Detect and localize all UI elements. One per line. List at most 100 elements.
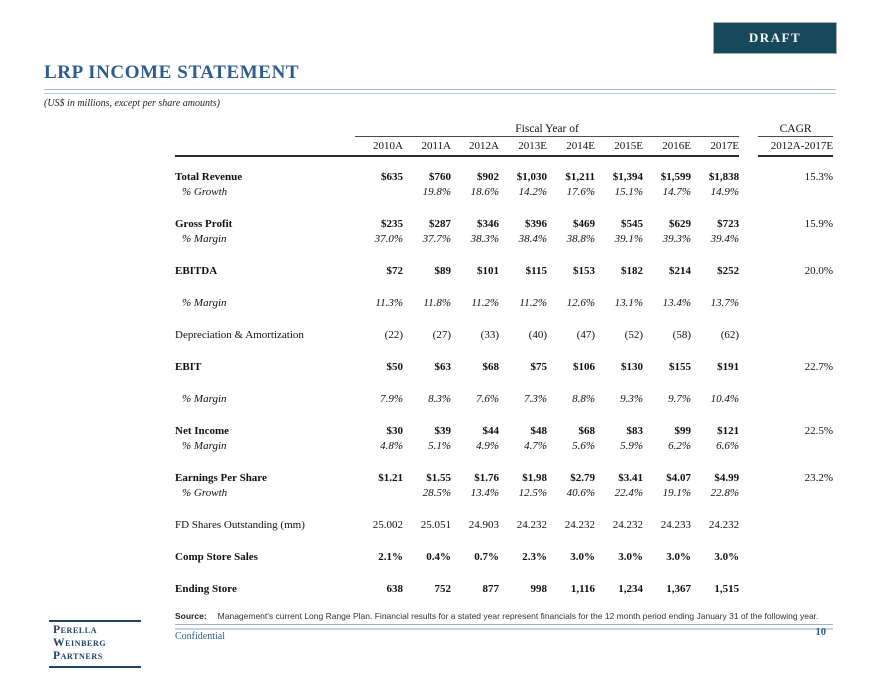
cell-value: $469	[573, 218, 595, 230]
cell-value: 2.1%	[378, 551, 403, 563]
cell-value: $68	[578, 425, 596, 437]
row-label: Ending Store	[175, 583, 237, 595]
cell-value: 38.8%	[566, 233, 595, 245]
cell-value: 37.0%	[374, 233, 403, 245]
row-gap	[739, 247, 758, 279]
cell-value: 24.232	[564, 519, 595, 531]
cell-value: 3.0%	[714, 551, 740, 563]
cell-value: 39.1%	[614, 233, 643, 245]
row-gap	[739, 156, 758, 185]
table-row: % Growth 28.5% 13.4% 12.5% 40.6% 22.4% 19.1% 22…	[175, 486, 833, 501]
year-column-header: 2012A	[451, 136, 499, 157]
cell-value: (47)	[576, 329, 595, 341]
row-label: % Growth	[182, 186, 228, 198]
cagr-value: 22.5%	[804, 425, 834, 437]
cell-value: 25.002	[372, 519, 403, 531]
cell-value: $252	[717, 265, 740, 277]
cell-value: 11.3%	[375, 297, 403, 309]
draft-badge: DRAFT	[713, 22, 837, 54]
cell-value: 998	[530, 583, 548, 595]
cell-value: 7.6%	[476, 393, 499, 405]
cell-value: $121	[717, 425, 740, 437]
cell-value: 4.7%	[524, 440, 547, 452]
row-gap	[739, 200, 758, 232]
cell-value: $1,030	[516, 171, 547, 183]
row-gap	[739, 407, 758, 439]
table-row: Comp Store Sales 2.1% 0.4% 0.7% 2.3% 3.0% 3.0%…	[175, 533, 833, 565]
cell-value: $106	[573, 361, 595, 373]
cell-value: 22.8%	[710, 487, 740, 499]
table-row: % Margin 4.8% 5.1% 4.9% 4.7% 5.6% 5.9% 6.2% 6.6%	[175, 439, 833, 454]
table-row: Depreciation & Amortization (22) (27) (33) (…	[175, 311, 833, 343]
cell-value: 11.8%	[423, 297, 451, 309]
cell-value: $4.07	[666, 472, 691, 484]
cell-value: $760	[429, 171, 451, 183]
row-gap	[739, 486, 758, 501]
cell-value: $635	[381, 171, 403, 183]
cell-value: 13.1%	[614, 297, 643, 309]
row-label: Earnings Per Share	[175, 472, 267, 484]
table-row: Earnings Per Share $1.21 $1.55 $1.76 $1.98 $2…	[175, 454, 833, 486]
cell-value: 28.5%	[422, 487, 451, 499]
cell-value: 24.232	[612, 519, 643, 531]
cell-value: 5.6%	[572, 440, 595, 452]
row-gap	[739, 565, 758, 597]
row-label: EBIT	[175, 361, 202, 373]
cagr-value	[758, 439, 833, 454]
cell-value: $629	[669, 218, 691, 230]
header-spacer	[175, 136, 355, 157]
table-row: EBITDA $72 $89 $101 $115 $153 $182 $214 $252 20.0…	[175, 247, 833, 279]
cell-value: 8.8%	[572, 393, 595, 405]
financial-table: Fiscal Year of CAGR 2010A 2011A 2012A 2013E 20…	[175, 121, 834, 597]
cell-value: $214	[669, 265, 691, 277]
cell-value: $4.99	[714, 472, 740, 484]
cell-value: 14.2%	[518, 186, 547, 198]
cell-value: 1,234	[618, 583, 643, 595]
fiscal-year-header: Fiscal Year of	[355, 121, 740, 137]
year-column-header: 2016E	[643, 136, 691, 157]
cell-value: $1,211	[565, 171, 595, 183]
cell-value: 13.4%	[662, 297, 691, 309]
cell-value: $346	[477, 218, 499, 230]
cell-value: 15.1%	[614, 186, 643, 198]
cell-value: (33)	[480, 329, 499, 341]
table-row: Total Revenue $635 $760 $902 $1,030 $1,211 $1,…	[175, 156, 833, 185]
cell-value: 1,367	[666, 583, 691, 595]
source-text: Management's current Long Range Plan. Fi…	[217, 611, 819, 621]
cell-value: 13.4%	[470, 487, 499, 499]
row-label: EBITDA	[175, 265, 218, 277]
cell-value: $63	[434, 361, 452, 373]
cell-value: $72	[386, 265, 404, 277]
company-logo: Perella Weinberg Partners	[49, 620, 141, 668]
table-row: % Margin 11.3% 11.8% 11.2% 11.2% 12.6% 13.1% 13…	[175, 279, 833, 311]
row-gap	[739, 533, 758, 565]
row-gap	[739, 185, 758, 200]
cell-value: 17.6%	[566, 186, 595, 198]
cell-value: $396	[525, 218, 547, 230]
cell-value: $1.76	[474, 472, 499, 484]
year-column-header: 2017E	[691, 136, 740, 157]
year-column-header: 2014E	[547, 136, 595, 157]
year-column-header: 2011A	[403, 136, 451, 157]
cagr-header: CAGR	[758, 121, 834, 137]
row-label: Total Revenue	[175, 171, 243, 183]
cell-value: (52)	[624, 329, 643, 341]
cell-value: 0.7%	[474, 551, 499, 563]
cell-value: (40)	[528, 329, 547, 341]
row-gap	[739, 375, 758, 407]
cell-value: 638	[386, 583, 404, 595]
cell-value: $44	[482, 425, 500, 437]
row-gap	[739, 439, 758, 454]
row-label: % Margin	[182, 297, 227, 309]
cell-value: $3.41	[618, 472, 643, 484]
table-row: % Growth 19.8% 18.6% 14.2% 17.6% 15.1% 14.7% 14…	[175, 185, 833, 200]
cell-value: $182	[621, 265, 643, 277]
table-row: FD Shares Outstanding (mm) 25.002 25.051 24…	[175, 501, 833, 533]
cell-value: 3.0%	[666, 551, 691, 563]
cell-value: 1,116	[570, 583, 595, 595]
header-gap	[739, 137, 758, 157]
cell-value: 7.3%	[524, 393, 547, 405]
cell-value: 39.4%	[710, 233, 740, 245]
cell-value: $75	[530, 361, 548, 373]
cell-value: (22)	[384, 329, 403, 341]
